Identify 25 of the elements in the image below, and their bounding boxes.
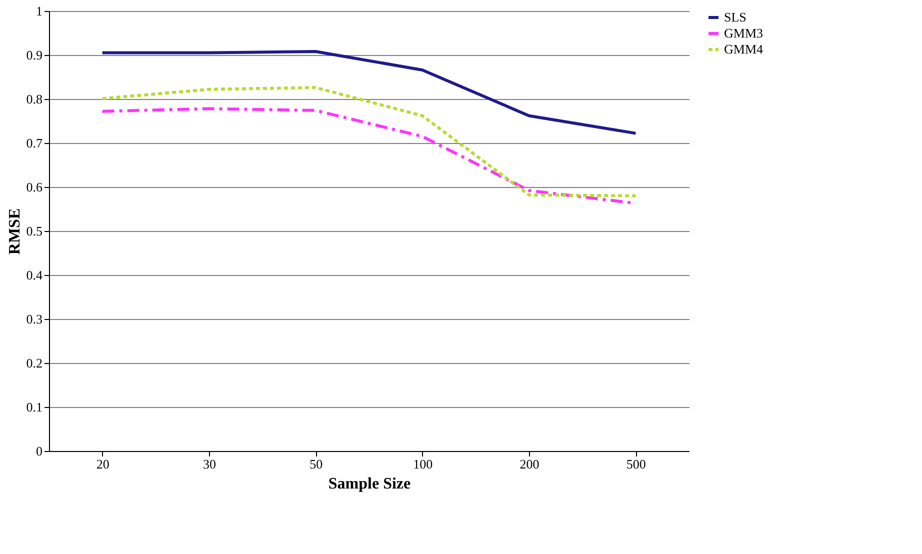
legend-label: SLS	[724, 10, 746, 24]
y-tick-label: 0.1	[26, 400, 42, 414]
y-tick-label: 0	[36, 444, 42, 458]
x-tick-label: 500	[626, 456, 646, 472]
y-tick-label: 0.4	[26, 268, 43, 282]
y-tick-label: 0.5	[26, 224, 42, 238]
line-series	[100, 50, 638, 135]
y-tick-label: 1	[36, 4, 42, 18]
x-tick-label: 100	[413, 456, 433, 472]
x-tick-label: 20	[96, 456, 110, 472]
line-series	[100, 107, 638, 205]
x-axis-title: Sample Size	[328, 476, 411, 492]
line-series	[100, 86, 638, 198]
y-axis-title: RMSE	[6, 208, 24, 255]
y-tick-label: 0.6	[26, 180, 43, 194]
x-tick-label: 50	[310, 456, 323, 472]
y-tick-label: 0.7	[26, 136, 43, 150]
y-tick-label: 0.2	[26, 356, 42, 370]
legend-label: GMM4	[724, 42, 764, 56]
y-tick-label: 0.3	[26, 312, 42, 326]
y-tick-label: 0.8	[26, 92, 42, 106]
x-tick-label: 30	[203, 456, 216, 472]
legend-label: GMM3	[724, 26, 764, 40]
x-tick-label: 200	[520, 456, 540, 472]
y-tick-label: 0.9	[26, 48, 42, 62]
